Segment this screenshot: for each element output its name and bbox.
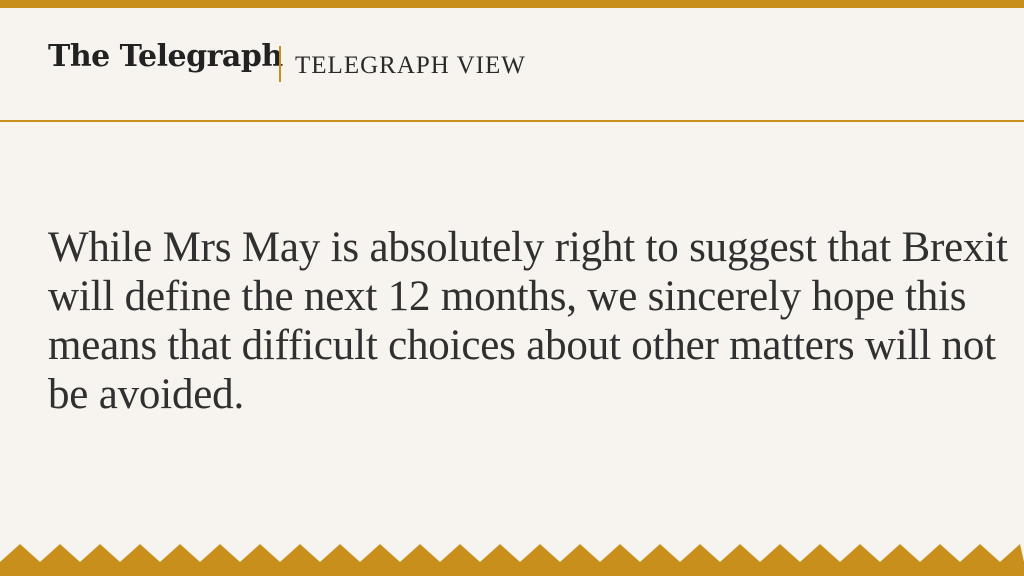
top-accent-bar [0,0,1024,8]
section-label: TELEGRAPH VIEW [295,52,526,79]
quote-text: While Mrs May is absolutely right to sug… [48,224,1008,418]
zigzag-border [0,544,1024,576]
header: The Telegraph TELEGRAPH VIEW [0,8,1024,120]
header-divider [279,46,281,82]
header-rule [0,120,1024,122]
telegraph-logo: The Telegraph [48,39,283,74]
